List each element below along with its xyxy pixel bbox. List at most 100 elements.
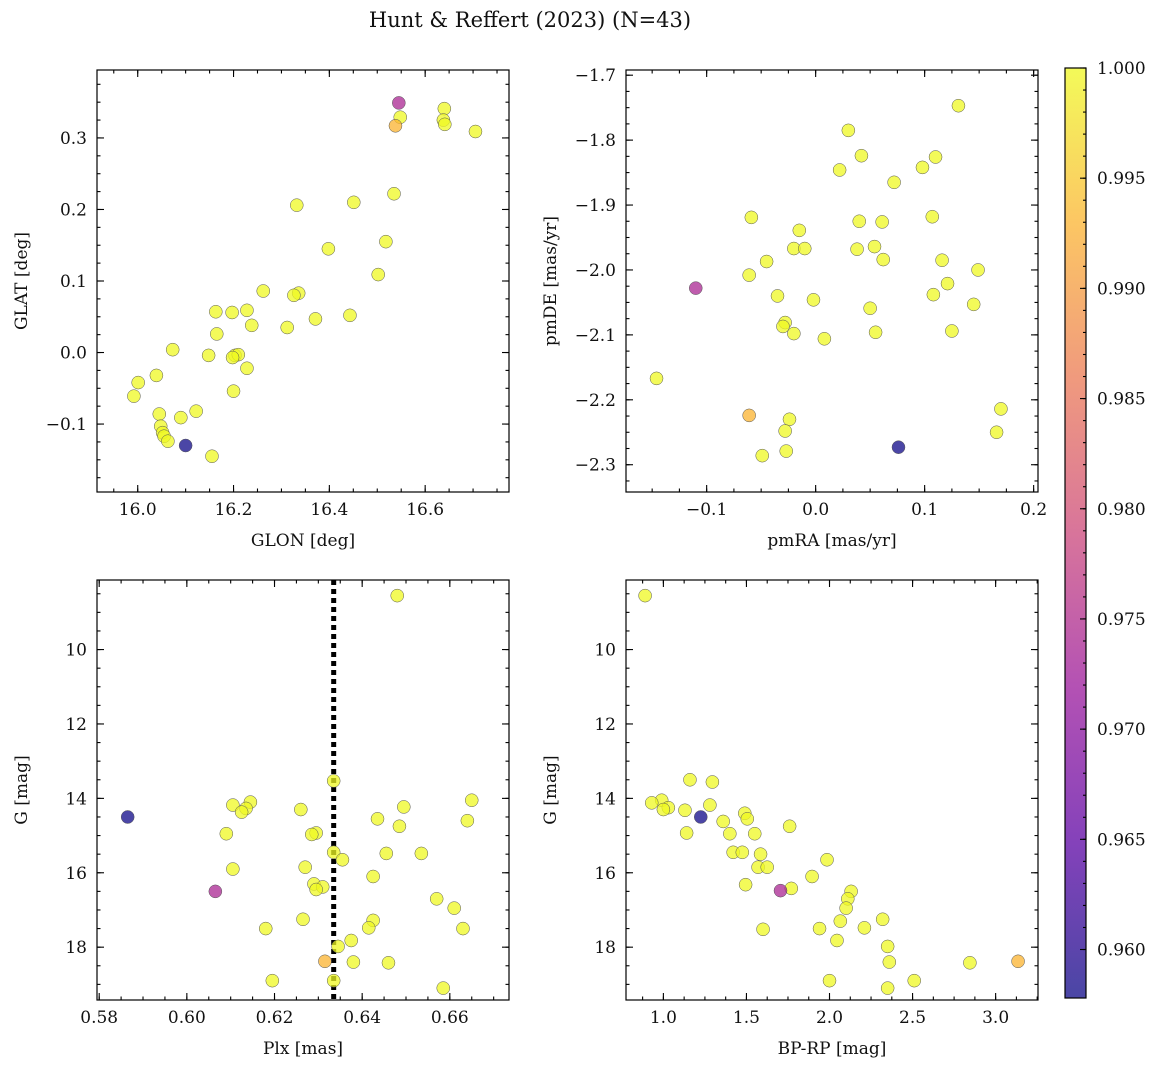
data-point	[689, 281, 703, 295]
data-point	[456, 921, 470, 936]
x-axis-label: GLON [deg]	[251, 531, 355, 551]
y-tick-label: 12	[594, 715, 616, 735]
x-axis-label: Plx [mas]	[263, 1039, 343, 1059]
data-point	[812, 921, 827, 936]
data-point	[178, 438, 193, 453]
data-point	[782, 819, 797, 834]
data-point	[152, 407, 167, 421]
colorbar-tick-label: 0.960	[1097, 941, 1146, 961]
y-tick-label: 0.1	[60, 272, 87, 292]
colorbar-frame	[1064, 67, 1087, 999]
data-point	[656, 802, 671, 817]
data-point	[392, 96, 406, 110]
x-axis-label: BP-RP [mag]	[778, 1039, 887, 1059]
data-point	[318, 954, 332, 969]
data-point	[649, 371, 664, 386]
data-point	[189, 404, 203, 418]
y-tick-label: 16	[65, 864, 87, 884]
data-point	[798, 241, 812, 256]
data-point	[366, 869, 380, 884]
data-point	[782, 412, 797, 427]
data-point	[773, 883, 788, 898]
data-point	[468, 124, 483, 139]
y-tick-label: −0.1	[46, 415, 87, 435]
data-point	[397, 800, 411, 814]
data-point	[390, 588, 404, 603]
data-point	[127, 389, 141, 403]
data-point	[309, 882, 323, 897]
data-point	[678, 803, 692, 818]
figure-title: Hunt & Reffert (2023) (N=43)	[369, 8, 691, 32]
data-point	[258, 921, 273, 936]
data-point	[429, 892, 444, 906]
y-tick-label: 10	[594, 641, 616, 661]
colorbar-tick-label: 0.975	[1097, 610, 1146, 630]
y-tick-label: −2.3	[575, 456, 616, 476]
data-point	[805, 869, 819, 884]
data-point	[935, 253, 949, 267]
panel-cmd: 1.0 1.5 2.0 2.5 3.0 10 12 14 16 18 BP-RP [mag] G [m…	[541, 579, 1039, 1059]
data-point	[817, 332, 832, 346]
y-tick-label: 18	[65, 938, 87, 958]
data-point	[305, 827, 319, 842]
data-point	[371, 267, 385, 282]
data-point	[760, 860, 774, 874]
x-tick-label: 0.1	[911, 500, 938, 520]
data-point	[209, 305, 223, 319]
data-point	[165, 342, 180, 357]
data-point	[756, 922, 770, 937]
colorbar-tick-label: 0.970	[1097, 720, 1146, 740]
data-point	[925, 209, 940, 224]
data-point	[744, 210, 759, 225]
data-point	[240, 361, 254, 376]
data-point	[945, 324, 959, 338]
data-point	[994, 402, 1008, 416]
data-point	[683, 773, 697, 787]
y-tick-label: 14	[594, 789, 616, 809]
data-point	[388, 119, 403, 133]
data-point	[748, 826, 762, 841]
data-point	[280, 320, 294, 335]
data-point	[298, 860, 312, 874]
data-point	[928, 150, 943, 164]
x-tick-label: 0.2	[1020, 500, 1047, 520]
data-point	[875, 912, 890, 927]
data-point	[776, 319, 790, 334]
x-tick-label: 1.0	[650, 1008, 677, 1028]
data-point	[875, 215, 889, 229]
data-point	[308, 312, 323, 326]
data-point	[679, 826, 694, 840]
data-point	[225, 305, 239, 320]
y-tick-label: 16	[594, 864, 616, 884]
data-point	[742, 268, 756, 282]
y-axis-label: GLAT [deg]	[12, 232, 32, 330]
data-point	[716, 814, 730, 829]
y-tick-label: 0.0	[60, 344, 87, 364]
data-point	[830, 933, 844, 948]
data-point	[822, 973, 837, 988]
data-point	[414, 846, 429, 861]
x-tick-label: 0.64	[343, 1008, 381, 1028]
x-tick-label: 16.2	[215, 500, 253, 520]
x-tick-label: 3.0	[982, 1008, 1009, 1028]
data-point	[392, 819, 407, 834]
plot-frame	[96, 579, 510, 1001]
y-tick-label: −1.8	[575, 131, 616, 151]
data-point	[379, 846, 394, 861]
data-point	[1011, 954, 1025, 969]
y-axis-label: pmDE [mas/yr]	[541, 216, 561, 346]
data-point	[161, 434, 175, 448]
data-point	[361, 921, 376, 935]
y-tick-label: 0.2	[60, 200, 87, 220]
data-point	[876, 252, 890, 267]
data-point	[841, 123, 856, 138]
data-point	[779, 444, 793, 458]
data-point	[770, 289, 785, 303]
y-tick-label: 14	[65, 789, 87, 809]
data-point	[753, 847, 768, 861]
data-point	[321, 242, 336, 256]
data-point	[344, 933, 358, 948]
data-point	[326, 845, 341, 860]
data-point	[891, 440, 906, 454]
